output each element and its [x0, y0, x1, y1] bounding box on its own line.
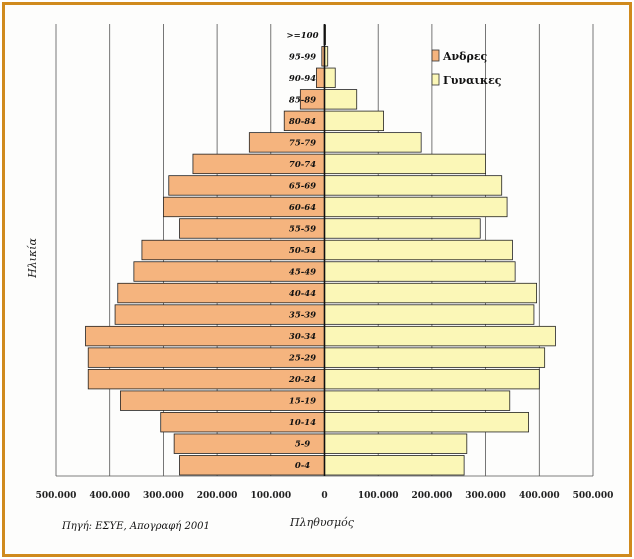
y-axis-title: Ηλικία — [26, 238, 39, 279]
bar-women — [324, 153, 487, 175]
bar-women — [324, 218, 481, 239]
legend-label-women: Γυναικες — [443, 74, 502, 87]
bar-women — [324, 89, 358, 110]
bar-women — [324, 110, 384, 132]
age-group-label: 0-4 — [295, 461, 310, 471]
age-group-label: 60-64 — [289, 203, 316, 213]
bar-women — [324, 455, 465, 476]
age-group-label: 90-94 — [289, 74, 316, 84]
bar-women — [324, 196, 508, 218]
x-axis-ticks: 500.000 400.000 300.000 200.000 100.000 0 100.… — [36, 491, 614, 501]
age-group-label: 75-79 — [289, 138, 316, 148]
x-tick-label: 100.000 — [250, 491, 291, 501]
bar-women — [324, 325, 556, 347]
x-tick-label: 400.000 — [89, 491, 130, 501]
bar-women — [324, 67, 336, 88]
x-tick-label: 400.000 — [519, 491, 560, 501]
bar-women — [324, 347, 546, 368]
legend: Ανδρες Γυναικες — [431, 49, 502, 87]
age-group-label: 25-29 — [288, 354, 316, 364]
bar-women — [324, 132, 422, 153]
age-group-label: 95-99 — [289, 52, 316, 62]
legend-swatch-men — [431, 49, 440, 62]
bars — [85, 24, 556, 476]
age-group-label: 85-89 — [289, 95, 316, 105]
x-axis-title: Πληθυσμός — [289, 516, 355, 529]
x-tick-label: 100.000 — [358, 491, 399, 501]
age-labels: 0-4 5-9 10-14 15-19 20-24 25-29 30-34 35-39 40-4… — [287, 31, 319, 471]
age-group-label: 5-9 — [295, 440, 310, 450]
age-group-label: 35-39 — [289, 311, 316, 321]
x-tick-label: 300.000 — [143, 491, 184, 501]
bar-women — [324, 175, 503, 196]
age-group-label: 55-59 — [289, 224, 316, 234]
age-group-label: 70-74 — [289, 160, 316, 170]
age-group-label: 30-34 — [289, 332, 316, 342]
age-group-label: 80-84 — [289, 117, 316, 127]
bar-women — [324, 282, 538, 304]
x-tick-label: 200.000 — [197, 491, 238, 501]
age-group-label: 65-69 — [289, 181, 316, 191]
x-tick-label: 200.000 — [412, 491, 453, 501]
bar-women — [324, 433, 468, 454]
age-group-label: 15-19 — [289, 397, 316, 407]
x-tick-label: 0 — [321, 491, 327, 501]
bar-men — [316, 67, 325, 88]
x-tick-label: 500.000 — [573, 491, 614, 501]
legend-swatch-women — [431, 73, 440, 86]
age-group-label: >=100 — [287, 31, 319, 41]
bar-women — [324, 239, 513, 261]
age-group-label: 10-14 — [289, 418, 316, 428]
bar-women — [324, 390, 511, 411]
bar-women — [324, 261, 516, 282]
bar-women — [324, 412, 529, 433]
age-group-label: 20-24 — [288, 375, 316, 385]
x-tick-label: 500.000 — [36, 491, 77, 501]
source-note: Πηγή: ΕΣΥΕ, Απογραφή 2001 — [61, 521, 210, 532]
bar-women — [324, 304, 535, 325]
bar-women — [324, 368, 540, 390]
x-tick-label: 300.000 — [465, 491, 506, 501]
age-group-label: 50-54 — [289, 246, 316, 256]
legend-label-men: Ανδρες — [442, 50, 488, 63]
age-group-label: 45-49 — [289, 268, 316, 278]
age-group-label: 40-44 — [289, 289, 316, 299]
